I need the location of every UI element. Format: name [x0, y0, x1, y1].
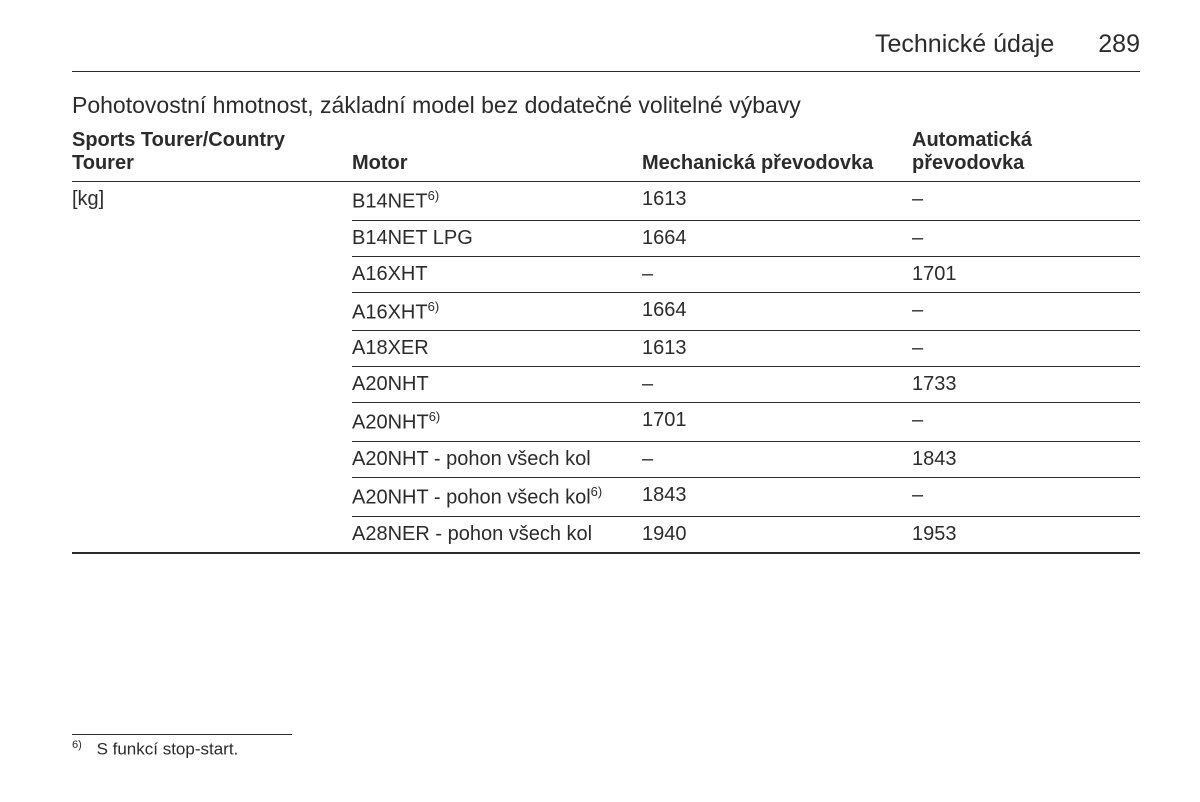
cell-auto: –	[912, 403, 1140, 442]
weights-table: Sports Tourer/Country Tourer Motor Mecha…	[72, 123, 1140, 554]
cell-manual: 1613	[642, 331, 912, 367]
cell-model	[72, 367, 352, 403]
table-row: A20NHT - pohon všech kol6)1843–	[72, 477, 1140, 516]
table-row: A20NHT–1733	[72, 367, 1140, 403]
cell-manual: 1940	[642, 516, 912, 553]
table-body: [kg]B14NET6)1613–B14NET LPG1664–A16XHT–1…	[72, 182, 1140, 553]
cell-manual: –	[642, 441, 912, 477]
footnote-ref: 6)	[428, 188, 440, 203]
cell-auto: –	[912, 220, 1140, 256]
table-row: A16XHT–1701	[72, 256, 1140, 292]
cell-motor: A20NHT - pohon všech kol6)	[352, 477, 642, 516]
cell-model	[72, 441, 352, 477]
footnote-text: S funkcí stop-start.	[97, 739, 239, 758]
footnote-marker: 6)	[72, 739, 82, 751]
cell-model	[72, 256, 352, 292]
cell-manual: 1613	[642, 182, 912, 221]
page: Technické údaje 289 Pohotovostní hmotnos…	[0, 0, 1200, 759]
footnote-ref: 6)	[429, 409, 441, 424]
cell-motor: A20NHT6)	[352, 403, 642, 442]
table-row: A16XHT6)1664–	[72, 292, 1140, 331]
table-row: [kg]B14NET6)1613–	[72, 182, 1140, 221]
cell-model	[72, 477, 352, 516]
page-header: Technické údaje 289	[72, 30, 1140, 72]
cell-motor: A20NHT	[352, 367, 642, 403]
footnote: 6) S funkcí stop-start.	[72, 734, 292, 760]
col-header-manual: Mechanická převodovka	[642, 123, 912, 182]
section-title: Pohotovostní hmotnost, základní model be…	[72, 92, 1140, 119]
table-row: A28NER - pohon všech kol19401953	[72, 516, 1140, 553]
table-row: A20NHT - pohon všech kol–1843	[72, 441, 1140, 477]
footnote-ref: 6)	[428, 299, 440, 314]
cell-model	[72, 516, 352, 553]
cell-auto: –	[912, 182, 1140, 221]
cell-motor: B14NET6)	[352, 182, 642, 221]
cell-motor: B14NET LPG	[352, 220, 642, 256]
cell-auto: 1843	[912, 441, 1140, 477]
cell-motor: A18XER	[352, 331, 642, 367]
cell-auto: –	[912, 477, 1140, 516]
cell-manual: 1664	[642, 292, 912, 331]
col-header-auto: Automatická převodovka	[912, 123, 1140, 182]
cell-auto: –	[912, 292, 1140, 331]
table-row: A18XER1613–	[72, 331, 1140, 367]
cell-model	[72, 403, 352, 442]
cell-manual: –	[642, 367, 912, 403]
table-row: B14NET LPG1664–	[72, 220, 1140, 256]
cell-motor: A16XHT6)	[352, 292, 642, 331]
cell-motor: A20NHT - pohon všech kol	[352, 441, 642, 477]
footnote-ref: 6)	[591, 484, 603, 499]
cell-motor: A28NER - pohon všech kol	[352, 516, 642, 553]
table-header-row: Sports Tourer/Country Tourer Motor Mecha…	[72, 123, 1140, 182]
cell-auto: 1701	[912, 256, 1140, 292]
cell-auto: –	[912, 331, 1140, 367]
cell-manual: 1701	[642, 403, 912, 442]
page-number: 289	[1098, 30, 1140, 59]
col-header-motor: Motor	[352, 123, 642, 182]
cell-motor: A16XHT	[352, 256, 642, 292]
cell-manual: 1843	[642, 477, 912, 516]
cell-model	[72, 331, 352, 367]
cell-auto: 1733	[912, 367, 1140, 403]
header-title: Technické údaje	[875, 30, 1054, 59]
cell-model	[72, 292, 352, 331]
cell-model: [kg]	[72, 182, 352, 221]
cell-auto: 1953	[912, 516, 1140, 553]
cell-model	[72, 220, 352, 256]
col-header-model: Sports Tourer/Country Tourer	[72, 123, 352, 182]
table-row: A20NHT6)1701–	[72, 403, 1140, 442]
cell-manual: 1664	[642, 220, 912, 256]
cell-manual: –	[642, 256, 912, 292]
